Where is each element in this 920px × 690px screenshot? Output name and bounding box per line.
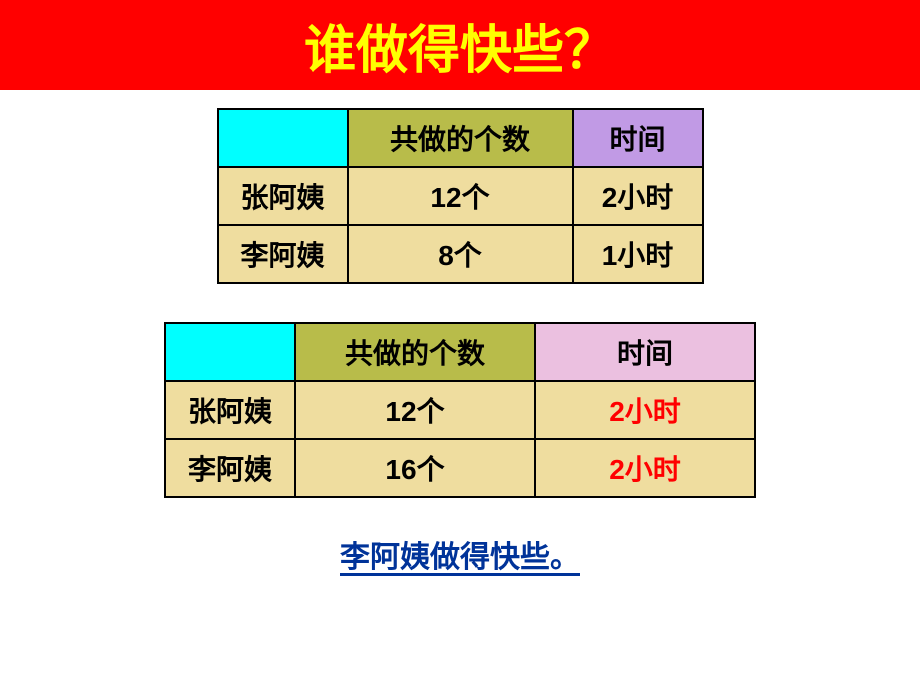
- table2: 共做的个数 时间 张阿姨 12个 2小时 李阿姨 16个 2小时: [164, 322, 756, 498]
- table1-r1-count: 8个: [348, 225, 573, 283]
- table2-container: 共做的个数 时间 张阿姨 12个 2小时 李阿姨 16个 2小时: [0, 322, 920, 498]
- answer-text: 李阿姨做得快些。: [340, 541, 580, 574]
- table2-r0-name: 张阿姨: [165, 381, 295, 439]
- table-row: 张阿姨 12个 2小时: [165, 381, 755, 439]
- table1-corner: [218, 109, 348, 167]
- table1: 共做的个数 时间 张阿姨 12个 2小时 李阿姨 8个 1小时: [217, 108, 704, 284]
- table2-r0-time: 2小时: [535, 381, 755, 439]
- table1-r1-time: 1小时: [573, 225, 703, 283]
- table-row: 李阿姨 8个 1小时: [218, 225, 703, 283]
- table1-r0-count: 12个: [348, 167, 573, 225]
- table1-header-count: 共做的个数: [348, 109, 573, 167]
- table1-r0-time: 2小时: [573, 167, 703, 225]
- page-title: 谁做得快些？: [304, 8, 616, 83]
- table1-r0-name: 张阿姨: [218, 167, 348, 225]
- table2-r1-name: 李阿姨: [165, 439, 295, 497]
- table2-header-time: 时间: [535, 323, 755, 381]
- table-row: 李阿姨 16个 2小时: [165, 439, 755, 497]
- table1-r1-name: 李阿姨: [218, 225, 348, 283]
- table2-header-count: 共做的个数: [295, 323, 535, 381]
- table2-r1-count: 16个: [295, 439, 535, 497]
- table2-r0-count: 12个: [295, 381, 535, 439]
- table2-r1-time: 2小时: [535, 439, 755, 497]
- table2-corner: [165, 323, 295, 381]
- table1-header-time: 时间: [573, 109, 703, 167]
- title-bar: 谁做得快些？: [0, 0, 920, 90]
- table1-container: 共做的个数 时间 张阿姨 12个 2小时 李阿姨 8个 1小时: [0, 108, 920, 284]
- table-row: 张阿姨 12个 2小时: [218, 167, 703, 225]
- answer-container: 李阿姨做得快些。: [0, 532, 920, 576]
